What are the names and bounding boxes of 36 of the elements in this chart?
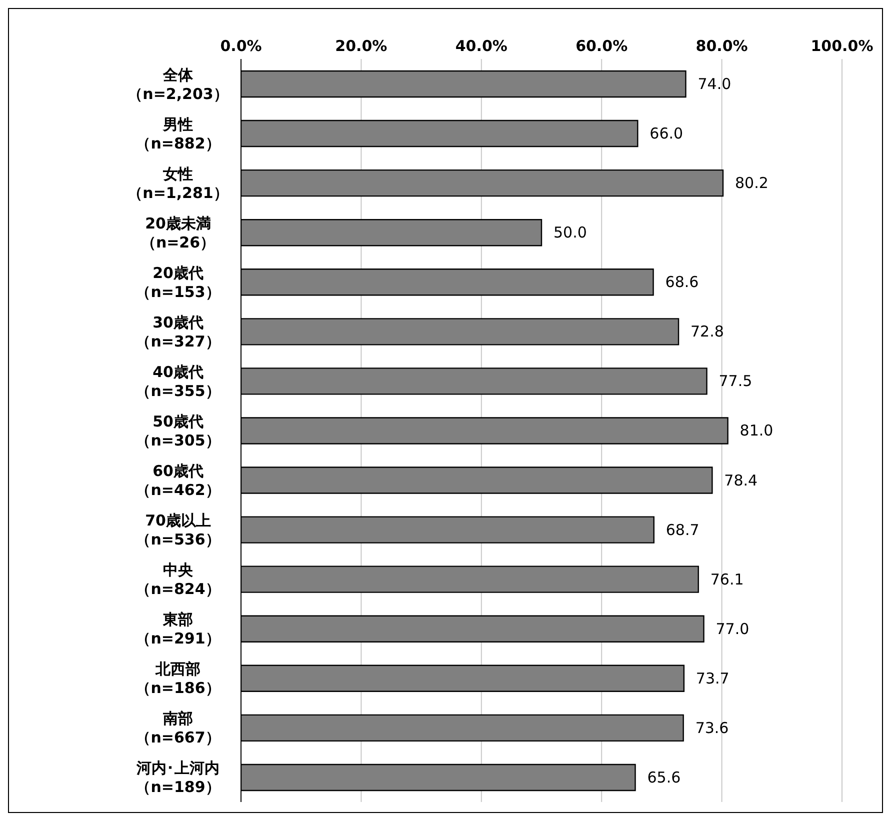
data-label: 73.6 (695, 718, 729, 737)
y-tick-label: 女性（n=1,281） (128, 164, 228, 202)
y-tick-label: 60歳代（n=462） (136, 462, 220, 500)
y-tick-label: 20歳代（n=153） (136, 264, 220, 301)
data-label: 50.0 (554, 224, 587, 242)
x-tick-label: 20.0% (335, 37, 388, 55)
data-label: 80.2 (735, 174, 768, 192)
data-label: 78.4 (724, 471, 758, 490)
data-label: 77.5 (718, 372, 752, 390)
data-label: 77.0 (716, 620, 750, 638)
y-tick-label: 70歳以上（n=536） (136, 512, 220, 549)
data-label: 68.7 (666, 520, 700, 539)
x-tick-label: 0.0% (220, 37, 262, 55)
data-label: 65.6 (647, 768, 681, 786)
y-tick-label: 中央（n=824） (136, 561, 220, 598)
y-tick-label: 50歳代（n=305） (136, 412, 220, 450)
x-tick-label: 40.0% (455, 37, 508, 55)
data-label: 68.6 (665, 273, 699, 292)
y-tick-label: 東部（n=291） (136, 610, 220, 648)
data-label: 72.8 (690, 322, 724, 341)
y-tick-label: 北西部（n=186） (136, 660, 220, 698)
data-label: 81.0 (740, 422, 774, 440)
x-tick-label: 60.0% (576, 37, 628, 55)
y-tick-label: 南部（n=667） (136, 710, 220, 747)
y-tick-label: 全体（n=2,203） (128, 66, 228, 103)
x-tick-label: 80.0% (696, 37, 748, 55)
data-label: 74.0 (698, 75, 732, 93)
y-tick-label: 30歳代（n=327） (136, 313, 220, 350)
y-tick-label: 40歳代（n=355） (136, 362, 220, 400)
x-tick-label: 100.0% (810, 37, 874, 55)
y-tick-label: 男性（n=882） (136, 115, 220, 152)
data-label: 66.0 (650, 124, 684, 143)
data-label: 76.1 (710, 570, 744, 588)
data-label: 73.7 (696, 669, 730, 688)
y-tick-label: 20歳未満（n=26） (140, 214, 216, 252)
y-tick-label: 河内･上河内（n=189） (136, 759, 220, 796)
